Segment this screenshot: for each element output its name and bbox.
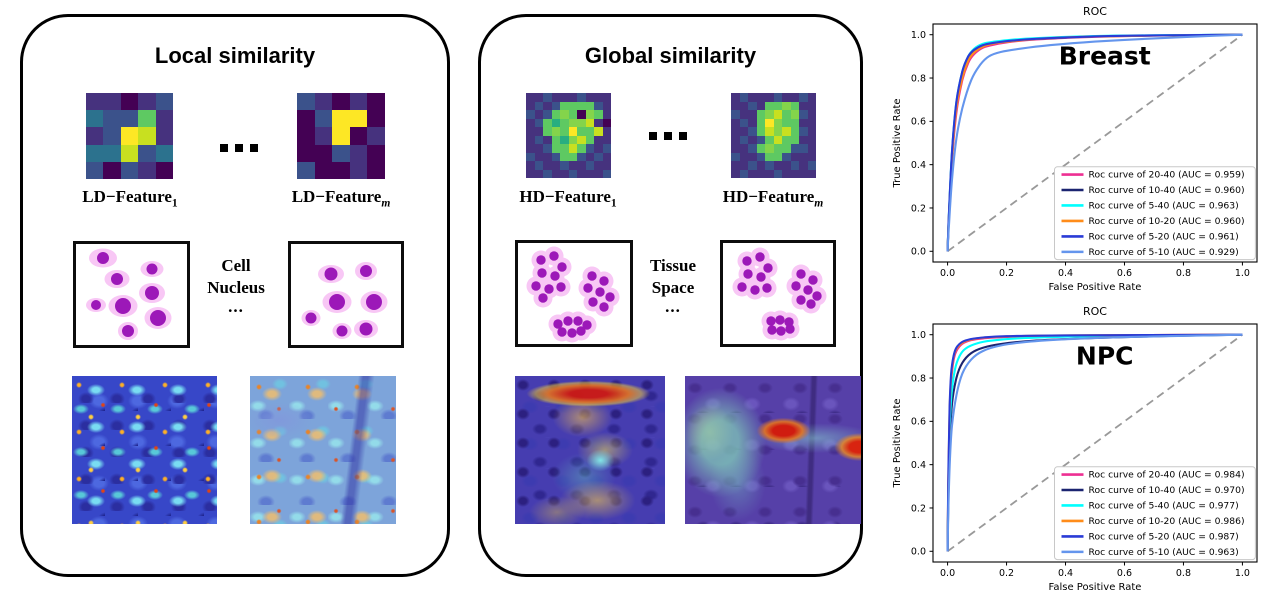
svg-text:1.0: 1.0 xyxy=(911,330,926,341)
ld-feature-1-label: LD−Feature1 xyxy=(82,187,178,210)
svg-text:Roc curve of 20-40 (AUC = 0.98: Roc curve of 20-40 (AUC = 0.984) xyxy=(1089,470,1245,481)
roc-chart-npc: 0.0 0.0 0.2 0.2 0.4 0.4 0.6 0.6 0.8 0.8 1.0 1.0 ROC F… xyxy=(888,300,1268,598)
svg-text:0.2: 0.2 xyxy=(999,268,1014,279)
svg-text:0.8: 0.8 xyxy=(1176,568,1191,579)
svg-text:False Positive Rate: False Positive Rate xyxy=(1049,282,1142,293)
svg-text:0.4: 0.4 xyxy=(911,160,926,171)
svg-text:0.2: 0.2 xyxy=(911,503,926,514)
svg-text:0.6: 0.6 xyxy=(911,117,926,128)
svg-text:0.0: 0.0 xyxy=(911,247,926,258)
hd-feature-1-heatmap xyxy=(526,93,611,178)
svg-text:0.6: 0.6 xyxy=(1117,268,1132,279)
svg-text:False Positive Rate: False Positive Rate xyxy=(1049,582,1142,593)
svg-text:Roc curve of 10-20 (AUC = 0.98: Roc curve of 10-20 (AUC = 0.986) xyxy=(1089,516,1245,527)
tissue-space-box-2 xyxy=(720,240,836,347)
svg-text:Roc curve of 5-20 (AUC = 0.987: Roc curve of 5-20 (AUC = 0.987) xyxy=(1089,532,1239,543)
local-attention-heatmap-image-1 xyxy=(72,376,217,524)
svg-text:Roc curve of 10-40 (AUC = 0.96: Roc curve of 10-40 (AUC = 0.960) xyxy=(1089,185,1245,196)
svg-text:Breast: Breast xyxy=(1059,41,1151,70)
svg-text:0.0: 0.0 xyxy=(940,568,955,579)
svg-text:1.0: 1.0 xyxy=(1235,268,1250,279)
svg-text:Roc curve of 5-40 (AUC = 0.977: Roc curve of 5-40 (AUC = 0.977) xyxy=(1089,501,1239,512)
ellipsis-dots-icon xyxy=(220,144,258,152)
svg-text:0.4: 0.4 xyxy=(1058,268,1073,279)
cell-nucleus-box-2 xyxy=(288,241,404,348)
svg-text:Roc curve of 10-20 (AUC = 0.96: Roc curve of 10-20 (AUC = 0.960) xyxy=(1089,216,1245,227)
ellipsis-dots-icon xyxy=(649,132,687,140)
local-attention-heatmap-image-2 xyxy=(250,376,396,524)
svg-text:0.2: 0.2 xyxy=(999,568,1014,579)
cell-nucleus-box-1 xyxy=(73,241,190,348)
svg-text:Roc curve of 20-40 (AUC = 0.95: Roc curve of 20-40 (AUC = 0.959) xyxy=(1089,170,1245,181)
svg-text:True Positive Rate: True Positive Rate xyxy=(892,98,903,188)
svg-text:Roc curve of 5-10 (AUC = 0.929: Roc curve of 5-10 (AUC = 0.929) xyxy=(1089,247,1239,258)
svg-text:0.0: 0.0 xyxy=(940,268,955,279)
global-attention-heatmap-image-1 xyxy=(515,376,665,524)
local-panel-title: Local similarity xyxy=(154,43,316,68)
hd-feature-1-label: HD−Feature1 xyxy=(519,187,617,210)
svg-text:0.6: 0.6 xyxy=(911,417,926,428)
svg-text:0.0: 0.0 xyxy=(911,547,926,558)
svg-text:0.8: 0.8 xyxy=(1176,268,1191,279)
local-similarity-panel: Local similarity LD−Feature1 LD−Featurem… xyxy=(20,14,450,577)
hd-feature-m-label: HD−Featurem xyxy=(722,187,824,210)
svg-text:ROC: ROC xyxy=(1083,5,1107,18)
svg-text:Roc curve of 5-10 (AUC = 0.963: Roc curve of 5-10 (AUC = 0.963) xyxy=(1089,547,1239,558)
svg-text:1.0: 1.0 xyxy=(911,30,926,41)
ld-feature-1-heatmap xyxy=(86,93,173,179)
svg-text:NPC: NPC xyxy=(1076,341,1134,370)
hd-feature-m-heatmap xyxy=(731,93,816,178)
global-panel-title: Global similarity xyxy=(584,43,757,68)
svg-text:0.4: 0.4 xyxy=(1058,568,1073,579)
svg-text:Roc curve of 5-20 (AUC = 0.961: Roc curve of 5-20 (AUC = 0.961) xyxy=(1089,232,1239,243)
ld-feature-m-heatmap xyxy=(297,93,385,179)
cell-nucleus-label: Cell Nucleus ... xyxy=(207,256,265,317)
tissue-space-box-1 xyxy=(515,240,633,347)
svg-text:ROC: ROC xyxy=(1083,305,1107,318)
svg-text:0.4: 0.4 xyxy=(911,460,926,471)
global-similarity-panel: Global similarity HD−Feature1 HD−Feature… xyxy=(478,14,863,577)
svg-text:Roc curve of 10-40 (AUC = 0.97: Roc curve of 10-40 (AUC = 0.970) xyxy=(1089,485,1245,496)
ld-feature-m-label: LD−Featurem xyxy=(291,187,391,210)
svg-text:True Positive Rate: True Positive Rate xyxy=(892,398,903,488)
tissue-space-label: Tissue Space ... xyxy=(650,256,696,317)
svg-text:0.2: 0.2 xyxy=(911,203,926,214)
svg-text:0.8: 0.8 xyxy=(911,73,926,84)
svg-text:0.6: 0.6 xyxy=(1117,568,1132,579)
roc-chart-breast: 0.0 0.0 0.2 0.2 0.4 0.4 0.6 0.6 0.8 0.8 1.0 1.0 ROC F… xyxy=(888,0,1268,298)
svg-text:0.8: 0.8 xyxy=(911,373,926,384)
svg-text:1.0: 1.0 xyxy=(1235,568,1250,579)
global-attention-heatmap-image-2 xyxy=(685,376,861,524)
svg-text:Roc curve of 5-40 (AUC = 0.963: Roc curve of 5-40 (AUC = 0.963) xyxy=(1089,201,1239,212)
